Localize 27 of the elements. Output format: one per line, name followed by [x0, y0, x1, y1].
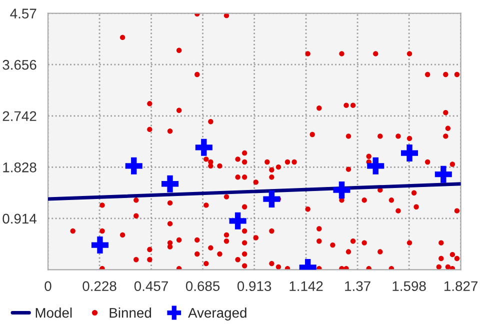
point	[434, 166, 452, 183]
y-tick-label: 0.914	[2, 214, 36, 224]
point	[229, 212, 246, 230]
y-tick-label: 1.828	[3, 162, 36, 172]
y-tick-label: 3.656	[2, 60, 36, 70]
point	[333, 182, 350, 199]
point	[91, 236, 108, 254]
point	[367, 157, 384, 174]
legend-label: Model	[36, 308, 72, 318]
y-tick-label: 2.742	[2, 111, 36, 121]
x-tick-label: 0.457	[134, 281, 168, 292]
y-tick-label: 4.57	[10, 8, 36, 18]
x-tick-label: 1.827	[444, 281, 478, 292]
point	[162, 175, 179, 192]
point	[125, 157, 142, 174]
x-tick-label: 0	[44, 281, 52, 292]
x-tick-label: 1.142	[290, 281, 323, 291]
legend-label: Averaged	[188, 308, 246, 320]
x-tick-label: 0.228	[82, 281, 116, 292]
x-tick-label: 1.598	[392, 281, 426, 292]
x-tick-label: 0.685	[186, 281, 220, 292]
point	[263, 190, 280, 208]
x-tick-label: 0.913	[237, 281, 272, 292]
x-tick-label: 1.37	[345, 281, 370, 292]
legend-label: Binned	[110, 308, 152, 318]
point	[401, 144, 418, 162]
point	[195, 138, 212, 156]
